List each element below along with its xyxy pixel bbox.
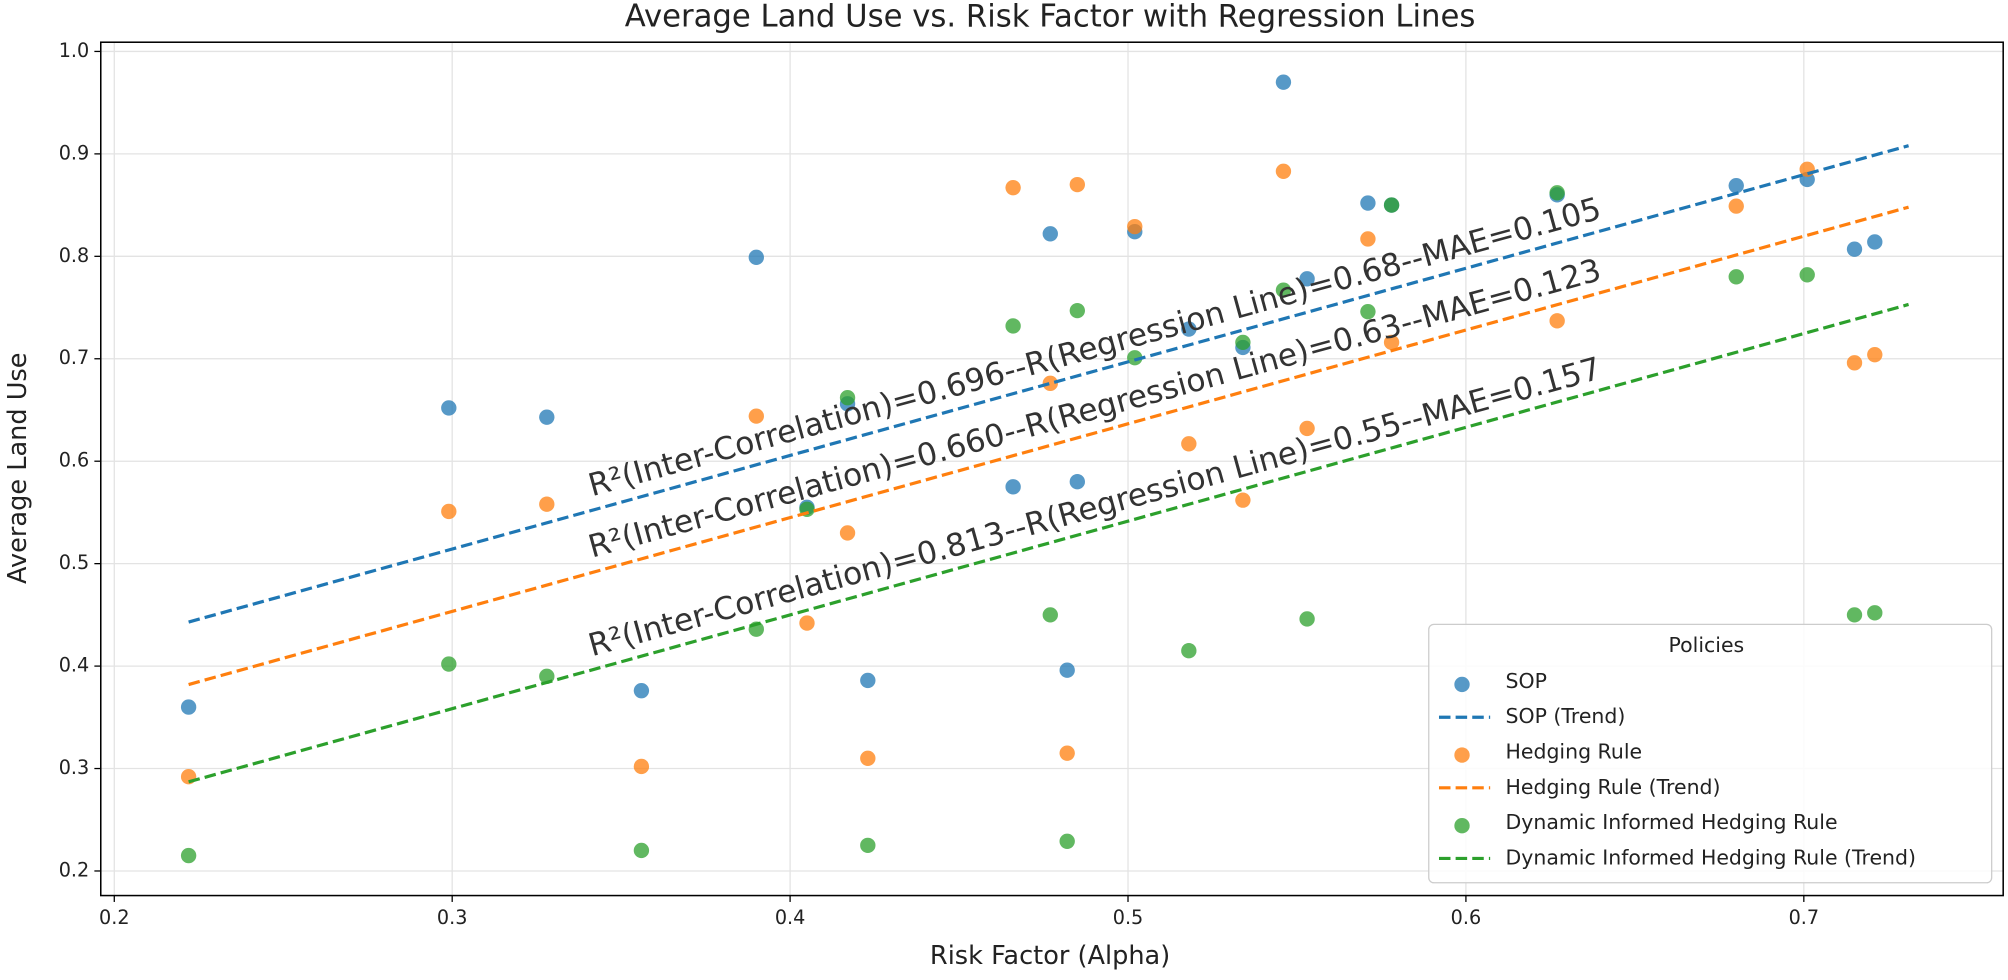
scatter-point — [1005, 318, 1021, 334]
scatter-point — [1867, 234, 1883, 250]
x-tick-label: 0.5 — [1113, 906, 1144, 929]
y-tick-label: 1.0 — [59, 39, 90, 62]
scatter-point — [1005, 180, 1021, 196]
scatter-point — [1235, 334, 1251, 351]
scatter-point — [1867, 605, 1883, 621]
scatter-point — [441, 503, 457, 520]
scatter-point — [1846, 355, 1863, 371]
scatter-point — [1181, 436, 1197, 452]
scatter-point — [1069, 474, 1085, 490]
scatter-point — [539, 409, 555, 425]
legend-marker — [1454, 747, 1470, 763]
scatter-point — [633, 683, 650, 699]
y-axis-label: Average Land Use — [3, 353, 33, 584]
scatter-point — [748, 408, 764, 424]
scatter-point — [748, 249, 764, 266]
scatter-point — [180, 847, 197, 864]
legend-label: SOP (Trend) — [1506, 704, 1626, 728]
scatter-point — [860, 750, 876, 766]
scatter-point — [1299, 271, 1315, 287]
scatter-point — [441, 656, 457, 672]
scatter-point — [1383, 197, 1400, 213]
scatter-point — [1846, 607, 1863, 623]
x-axis-label: Risk Factor (Alpha) — [930, 941, 1170, 971]
y-tick-label: 0.2 — [59, 858, 90, 881]
x-tick-label: 0.3 — [437, 906, 468, 929]
scatter-point — [1383, 334, 1400, 351]
x-tick-label: 0.6 — [1451, 906, 1482, 929]
legend-marker — [1454, 676, 1470, 693]
scatter-point — [1042, 226, 1058, 242]
x-tick-label: 0.7 — [1789, 906, 1820, 929]
legend-title: Policies — [1669, 633, 1745, 657]
y-tick-label: 0.5 — [59, 551, 90, 574]
scatter-point — [1728, 269, 1744, 285]
scatter-point — [1005, 479, 1021, 495]
x-tick-label: 0.2 — [99, 906, 130, 929]
scatter-point — [1275, 163, 1292, 179]
legend-label: SOP — [1506, 669, 1547, 693]
scatter-point — [1360, 231, 1376, 247]
scatter-point — [1235, 492, 1251, 508]
scatter-point — [1042, 607, 1058, 623]
scatter-point — [860, 837, 876, 854]
scatter-point — [1275, 74, 1292, 90]
legend-label: Dynamic Informed Hedging Rule — [1506, 810, 1838, 834]
scatter-point — [1059, 662, 1075, 678]
y-tick-label: 0.4 — [59, 654, 90, 677]
scatter-point — [441, 400, 457, 416]
scatter-point — [1059, 745, 1075, 761]
scatter-point — [1728, 177, 1744, 194]
scatter-point — [1867, 346, 1883, 363]
y-tick-label: 0.7 — [59, 346, 90, 369]
scatter-point — [839, 525, 856, 541]
scatter-point — [1299, 611, 1315, 627]
scatter-point — [180, 699, 197, 715]
scatter-point — [1042, 375, 1058, 392]
scatter-point — [1069, 176, 1085, 193]
trend-line — [188, 205, 1910, 687]
y-tick-label: 0.6 — [59, 449, 90, 472]
y-tick-label: 0.8 — [59, 244, 90, 267]
scatter-point — [860, 672, 876, 689]
scatter-point — [1799, 267, 1815, 283]
legend-label: Hedging Rule — [1506, 740, 1643, 764]
scatter-point — [1299, 420, 1315, 437]
scatter-point — [180, 769, 197, 785]
trend-line — [188, 144, 1910, 624]
scatter-point — [1360, 195, 1376, 211]
legend-box — [1428, 623, 1993, 884]
scatter-point — [1728, 198, 1744, 214]
scatter-point — [539, 496, 555, 512]
scatter-point — [1549, 185, 1565, 201]
legend-label: Dynamic Informed Hedging Rule (Trend) — [1506, 845, 1916, 869]
scatter-point — [1181, 643, 1197, 659]
scatter-point — [1846, 241, 1863, 257]
scatter-point — [799, 615, 815, 631]
scatter-point — [1069, 302, 1085, 319]
scatter-point — [1127, 350, 1143, 366]
x-tick-label: 0.4 — [775, 906, 806, 929]
plot-frame — [99, 41, 2004, 897]
scatter-point — [633, 758, 650, 775]
annotation: R²(Inter-Correlation)=0.696--R(Regressio… — [585, 191, 1605, 504]
scatter-point — [839, 390, 856, 406]
scatter-point — [1275, 282, 1292, 298]
chart-title: Average Land Use vs. Risk Factor with Re… — [625, 0, 1476, 34]
trend-line — [188, 302, 1910, 784]
scatter-point — [633, 842, 650, 859]
scatter-point — [1059, 833, 1075, 849]
legend-label: Hedging Rule (Trend) — [1506, 775, 1721, 799]
scatter-point — [1549, 313, 1565, 329]
scatter-point — [1360, 303, 1376, 320]
y-tick-label: 0.9 — [59, 141, 90, 164]
legend-marker — [1454, 818, 1470, 834]
scatter-point — [1181, 321, 1197, 337]
y-tick-label: 0.3 — [59, 756, 90, 779]
scatter-point — [1127, 218, 1143, 235]
